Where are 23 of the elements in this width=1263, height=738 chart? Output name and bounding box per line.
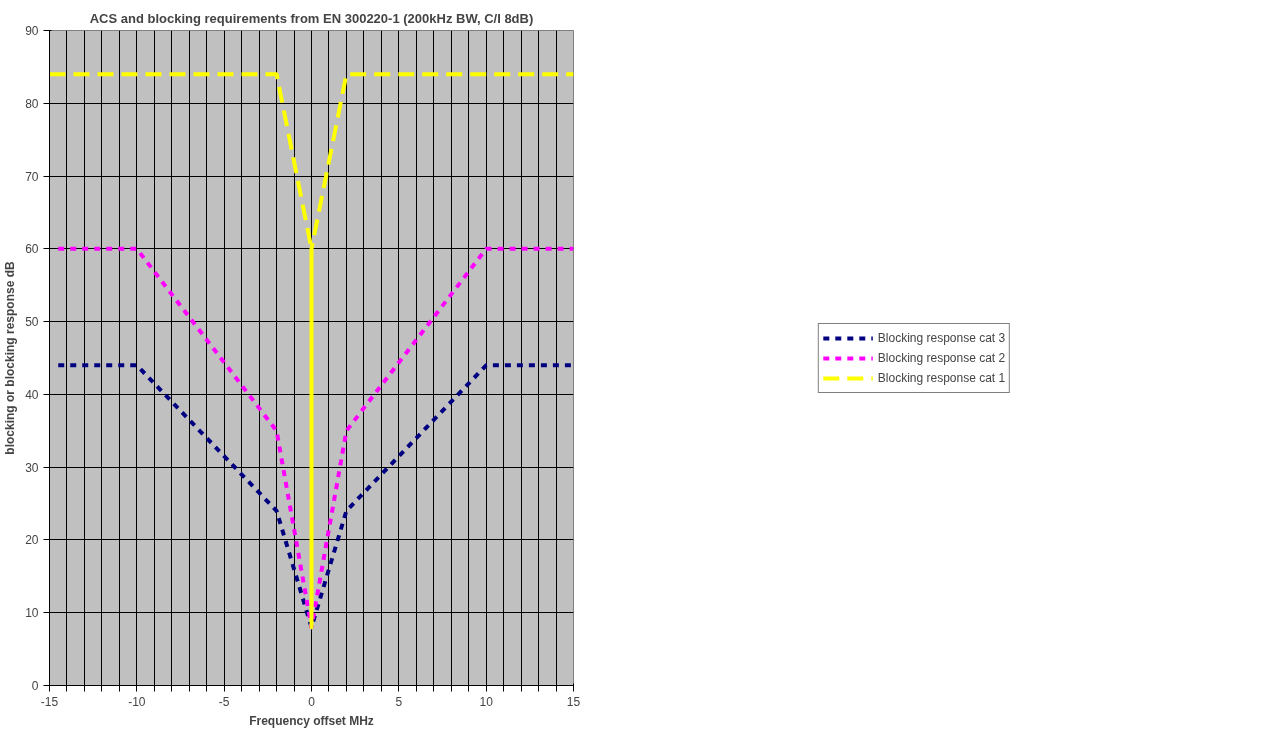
x-tick-label: -5 (218, 694, 230, 709)
x-tick-label: 15 (566, 694, 581, 709)
legend-label: Blocking response cat 3 (877, 330, 1006, 345)
y-axis-title: blocking or blocking response dB (3, 260, 18, 455)
y-tick-label: 10 (25, 606, 39, 621)
y-tick-label: 60 (25, 242, 39, 257)
y-tick-label: 40 (25, 387, 39, 402)
y-tick-label: 80 (25, 96, 39, 111)
y-tick-label: 0 (31, 679, 39, 693)
x-tick-label: 0 (308, 694, 316, 709)
x-tick-label: -10 (128, 694, 146, 709)
legend-label: Blocking response cat 1 (877, 370, 1006, 385)
x-tick-label: 5 (395, 694, 403, 709)
x-tick-label: -15 (40, 694, 59, 709)
y-tick-label: 90 (25, 24, 39, 38)
legend-label: Blocking response cat 2 (877, 350, 1006, 365)
y-tick-label: 20 (25, 533, 39, 548)
x-tick-label: 10 (479, 694, 494, 709)
y-tick-label: 50 (25, 315, 39, 330)
chart-title: ACS and blocking requirements from EN 300220-1 (200kHz BW, C/I 8dB) (89, 10, 534, 26)
x-axis-title: Frequency offset MHz (249, 713, 374, 728)
y-tick-label: 70 (25, 169, 39, 184)
y-tick-label: 30 (25, 460, 39, 475)
